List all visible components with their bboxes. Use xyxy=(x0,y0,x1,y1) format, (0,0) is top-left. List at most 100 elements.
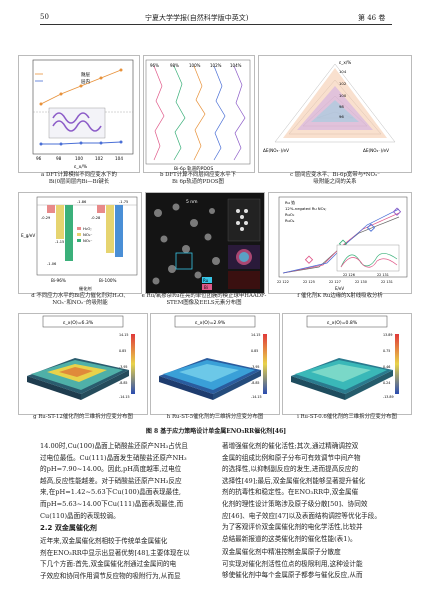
panel-g: ε_x(O)=6.3% 14.15 0.85 -3.95 -8.85 -14.1… xyxy=(18,313,148,415)
panel-b-chart: 96% 98% 100% 102% 104% Bi-6p 轨道的PDOS xyxy=(145,59,251,172)
panel-e-selection-box xyxy=(175,252,193,270)
panel-h: ε_x(O)=2.9% 14.15 0.85 -3.95 -8.85 -14.1… xyxy=(150,313,280,415)
panel-d-legend-3: NO₂⁻ xyxy=(83,238,92,243)
panel-i-strain-map: ε_x(O)=0.8% 13.89 0.75 0.46 0.24 -13.89 xyxy=(291,315,399,400)
panel-b-col-3: 100% xyxy=(189,63,201,68)
panel-i-title: ε_x(O)=0.8% xyxy=(327,320,358,326)
panel-b-col-2: 98% xyxy=(170,63,179,68)
left-p1-line: 14.00时,Cu(100)晶面上硝酸盐还原产NH₃占优且 xyxy=(40,442,188,450)
panel-a-xtick-1: 96 xyxy=(36,156,42,161)
panel-i-scale-4: 0.24 xyxy=(383,381,390,385)
panel-g-title: ε_x(O)=6.3% xyxy=(63,320,94,326)
panel-d-xlabel: 催化剂 xyxy=(79,285,92,292)
panel-e: 5 nm Ru Bi xyxy=(145,192,265,294)
right-p2-line: 可实现对催化剂活性位点的极限利用,这种设计能 xyxy=(222,559,363,568)
left-p1-line: 而pH=5.63~14.00下Cu(111)晶面表现最佳,而 xyxy=(40,499,184,508)
panel-h-scale-3: -3.95 xyxy=(251,365,260,369)
panel-h-scale-1: 14.15 xyxy=(251,333,260,337)
panel-b-caption: b DFT计算不同层间应变水平下 Bi 6p轨道的PDOS图 xyxy=(140,172,256,186)
panel-i-scale-1: 13.89 xyxy=(383,333,392,337)
panel-f-xtick-3: 22 127 xyxy=(329,280,341,284)
panel-e-caption-line2: STEM图像及EELS元素分布图 xyxy=(166,300,242,306)
panel-i-scale-3: 0.46 xyxy=(383,365,390,369)
panel-d-val-3: -0.29 xyxy=(41,216,51,220)
left-p1-line: 来,在pH=1.42~5.63下Cu(100)晶面表现最佳, xyxy=(40,488,181,497)
page-number: 50 xyxy=(40,13,49,21)
panel-i-scale-5: -13.89 xyxy=(383,395,394,399)
panel-d-ylabel: E_g/eV xyxy=(21,233,35,238)
panel-a-xtick-3: 100 xyxy=(75,156,83,161)
panel-c-caption-line1: c 层间应变水平、Bi-6p宽带与*NO₃⁻ xyxy=(290,172,380,178)
panel-d-caption-line1: d 不同应力水平的Bi应力催化剂对H₂O、 xyxy=(31,293,129,299)
left-p1-line: 越高,反应性能越差。对于硝酸盐还原产NH₃反应 xyxy=(40,476,182,485)
panel-g-scale-2: 0.85 xyxy=(119,349,126,353)
panel-f-legend-1: Ru 箔 xyxy=(285,200,295,205)
bar-bi100-no2 xyxy=(115,205,123,257)
panel-f-legend-2: 12%-negated Ru NCs; xyxy=(285,206,327,211)
right-p1-line: 化剂的理性设计策略涉及原子级分散[50]、协同效 xyxy=(222,499,368,508)
panel-g-scale-3: -3.95 xyxy=(119,365,128,369)
right-p1-line: 剂的抗毒性和稳定性。在ENO₃RR中,双金属催 xyxy=(222,488,359,497)
panel-c-tick-5: 96 xyxy=(339,114,344,119)
section-heading: 2.2 双金属催化剂 xyxy=(40,524,97,532)
panel-g-scale-5: -14.15 xyxy=(119,395,130,399)
panel-c-label-left: ΔE(NO₃⁻)/eV xyxy=(263,148,289,153)
panel-a-caption-line1: a DFT计算模拟不同应变水下的 xyxy=(41,172,117,178)
left-p1-line: Cu(110)晶面的表现较弱。 xyxy=(40,511,120,520)
panel-a-xtick-5: 104 xyxy=(115,156,123,161)
panel-e-caption-line1: e Ru/氧掺杂Ru在亮的单位团簇的模正球甲HAADF- xyxy=(141,293,267,299)
panel-a-chart: 隧层 层内 96 98 100 102 104 ε_x/% xyxy=(32,59,134,170)
panel-f-xlabel: E/eV xyxy=(335,286,344,291)
panel-b-pdos-curves xyxy=(153,65,246,161)
panel-a: 隧层 层内 96 98 100 102 104 ε_x/% xyxy=(18,55,140,173)
panel-h-scale-4: -8.85 xyxy=(251,381,260,385)
panel-e-scale-bar: 5 nm xyxy=(186,199,198,205)
panel-d: -1.06 -1.86 -0.29 -1.15 -0.28 -1.75 H₂O;… xyxy=(18,192,142,294)
panel-c-tick-4: 98 xyxy=(339,104,344,109)
panel-d-legend-2: NO₃⁻ xyxy=(83,232,92,237)
left-p2-line: 剂在ENO₃RR中显示出显著优势[48],主要体现在以 xyxy=(40,548,190,557)
panel-d-bar-chart: -1.06 -1.86 -0.29 -1.15 -0.28 -1.75 H₂O;… xyxy=(21,196,138,292)
panel-h-colorbar xyxy=(263,334,267,394)
panel-f-xtick-5: 22 131 xyxy=(381,280,393,284)
panel-e-inset-top xyxy=(227,198,261,242)
panel-i-scale-2: 0.75 xyxy=(383,349,390,353)
panel-d-val-6: -1.75 xyxy=(119,200,128,204)
journal-title: 宁夏大学学报(自然科学版中英文) xyxy=(145,14,249,22)
panel-c-tick-1: 104 xyxy=(339,69,347,74)
panel-d-caption-line2: NO₃⁻和NO₂⁻的吸附能 xyxy=(52,300,108,306)
left-p1-line: 过电位最低。Cu(111)晶面发生硝酸盐还原产NH₃ xyxy=(40,453,187,462)
panel-g-scale-4: -8.85 xyxy=(119,381,128,385)
panel-d-val-2: -1.86 xyxy=(77,200,87,204)
panel-h-scale-5: -14.15 xyxy=(251,395,262,399)
panel-b-caption-line1: b DFT计算不同层间应变水平下 xyxy=(159,172,237,178)
panel-f-caption-line1: f 催化剂K Ru边缘的X射线吸收分析 xyxy=(297,293,383,299)
panel-i: ε_x(O)=0.8% 13.89 0.75 0.46 0.24 -13.89 xyxy=(282,313,412,415)
panel-a-legend-2: 层内 xyxy=(81,78,90,85)
panel-f: Ru 箔 12%-negated Ru NCs; RuO₂ RuO₄ 22 12… xyxy=(268,192,412,294)
panel-a-xlabel: ε_x/% xyxy=(74,164,88,170)
panel-c-label-right: ΔE(NO₂⁻)/eV xyxy=(363,148,389,153)
panel-b-col-1: 96% xyxy=(150,63,159,68)
right-p1-line: 选择性[49];最后,双金属催化剂能够显著提升催化 xyxy=(222,476,366,485)
panel-f-xtick-4: 22 130 xyxy=(355,280,367,284)
panel-i-caption: i Ru-ST-0.6催化剂的三维拆分应变分布图 xyxy=(297,414,397,420)
right-p1-line: 的选择性,以抑制副反应的发生,进而提高反应的 xyxy=(222,465,359,474)
panel-d-val-5: -0.28 xyxy=(91,216,101,220)
left-p1-line: 的pH=7.90~14.00。因此,pH高度越率,过电位 xyxy=(40,465,182,474)
panel-h-title: ε_x(O)=2.9% xyxy=(195,320,226,326)
bar-bi100-h2o xyxy=(97,205,105,213)
panel-g-scale-1: 14.15 xyxy=(119,333,128,337)
bar-bi96-h2o xyxy=(47,205,55,213)
panel-f-xtick-1: 22 122 xyxy=(277,280,289,284)
volume-label: 第 46 卷 xyxy=(358,14,386,22)
panel-b-caption-line2: Bi 6p轨道的PDOS图 xyxy=(172,179,224,185)
figure-caption: 图 8 基于应力策略设计单金属ENO₃RR催化剂[46] xyxy=(145,428,287,435)
panel-h-strain-map: ε_x(O)=2.9% 14.15 0.85 -3.95 -8.85 -14.1… xyxy=(159,315,267,400)
right-p1-line: 总结最新报道的这类催化剂的催化性能(表1)。 xyxy=(222,534,357,543)
right-p1-line: 金属的组成比例和原子分布可有效调节中间产物 xyxy=(222,453,361,462)
panel-f-caption: f 催化剂K Ru边缘的X射线吸收分析 xyxy=(270,293,410,300)
bar-bi100-no3 xyxy=(106,205,114,253)
panel-g-strain-map: ε_x(O)=6.3% 14.15 0.85 -3.95 -8.85 -14.1… xyxy=(27,315,135,400)
panel-a-legend-1: 隧层 xyxy=(81,71,90,78)
